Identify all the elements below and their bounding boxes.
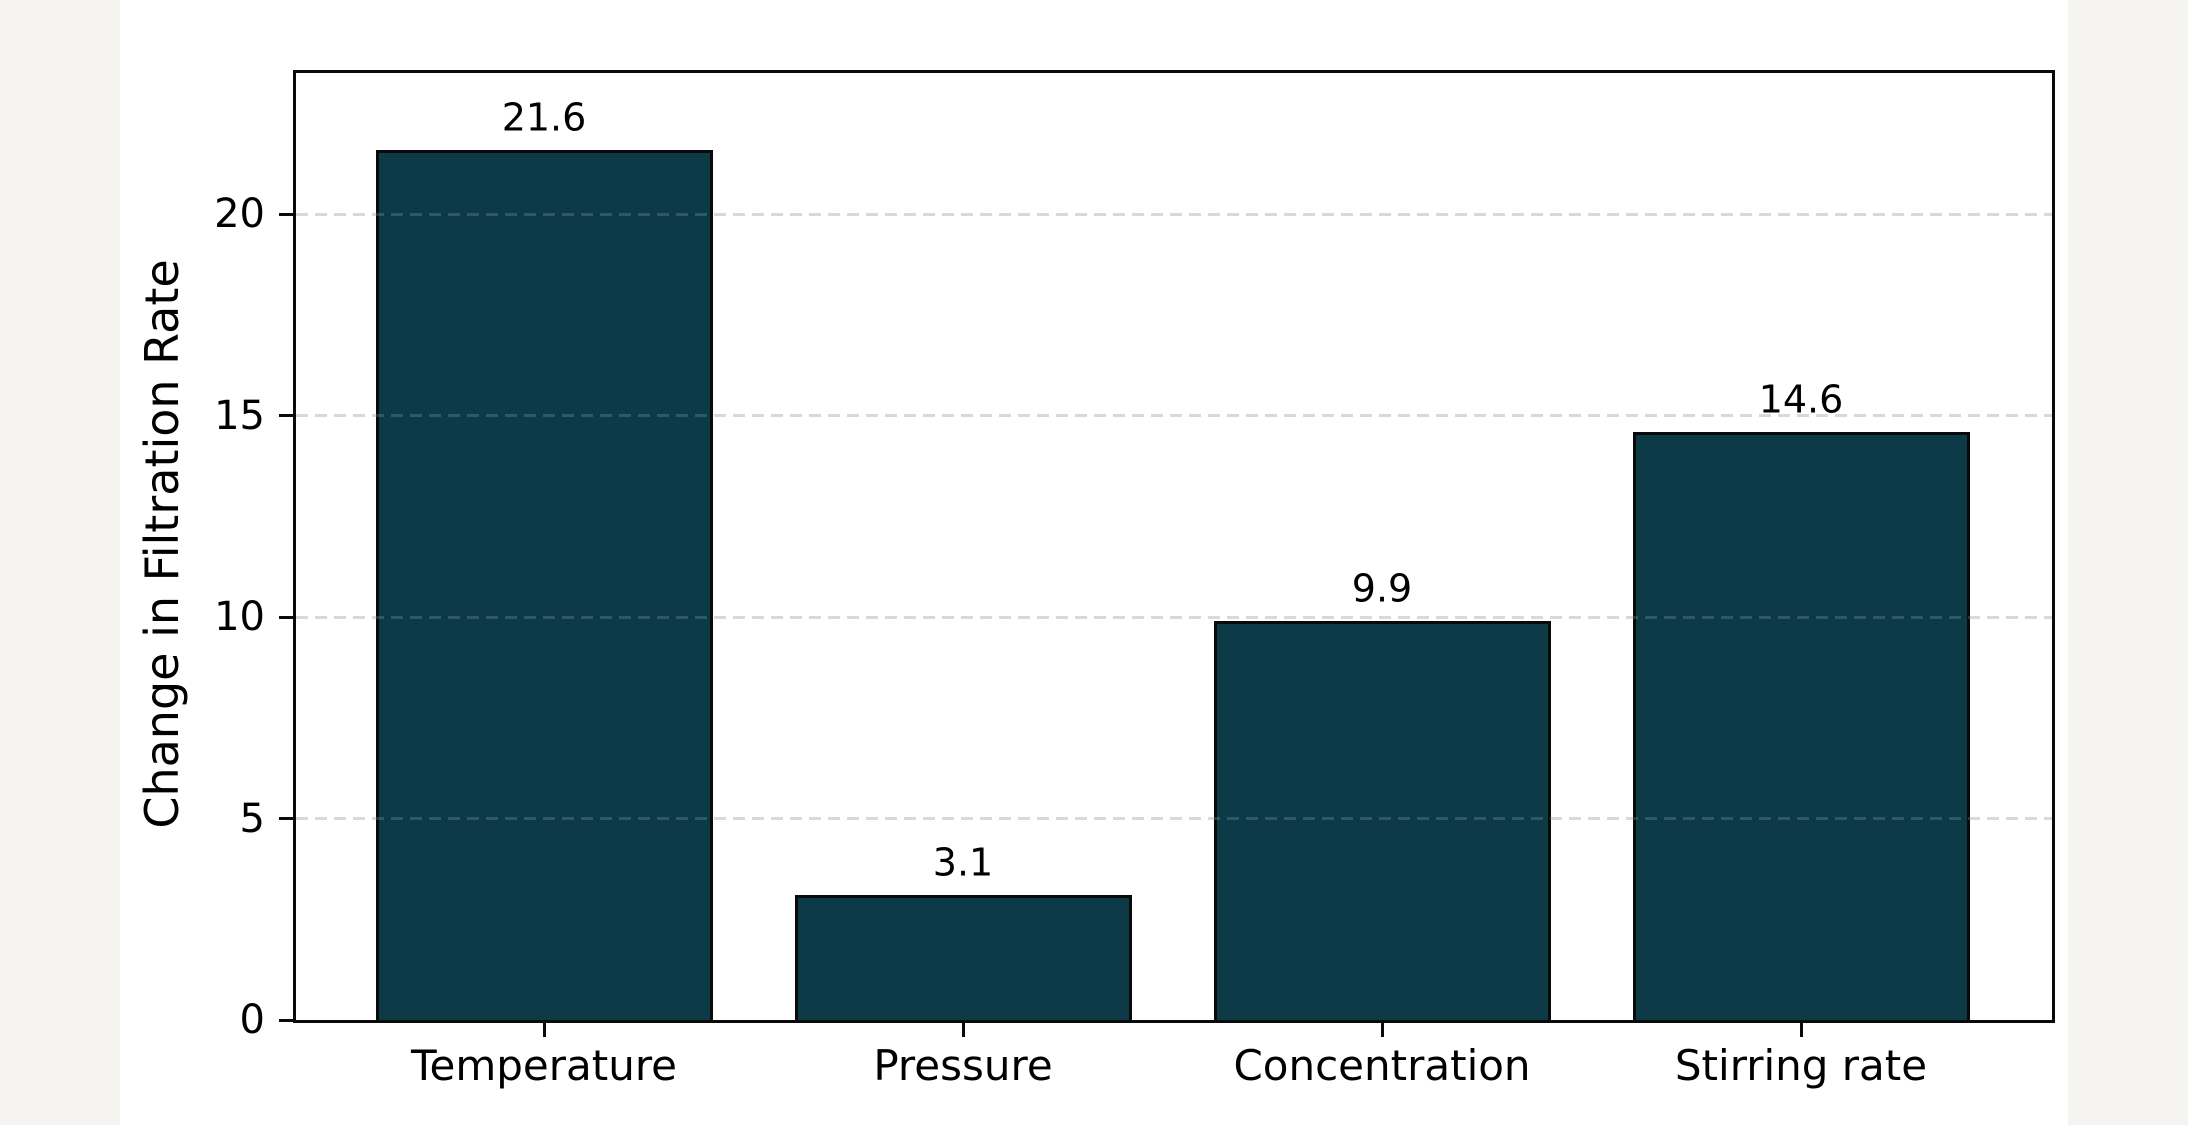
bar-concentration xyxy=(1213,621,1551,1020)
gridline-y20 xyxy=(296,212,2052,216)
bar-value-label: 9.9 xyxy=(1351,566,1413,611)
y-axis-label: Change in Filtration Rate xyxy=(135,258,189,829)
bar-stirring-rate xyxy=(1632,431,1970,1020)
gridline-y15 xyxy=(296,414,2052,418)
ytick-label-10: 10 xyxy=(214,594,265,641)
gridline-y10 xyxy=(296,615,2052,619)
bar-value-label: 3.1 xyxy=(932,840,994,885)
chart-figure: Change in Filtration Rate 21.6 3.1 9.9 14.6… xyxy=(120,0,2068,1125)
ytick-mark-10 xyxy=(279,615,293,619)
gridline-y15 xyxy=(296,414,2052,418)
bar-temperature xyxy=(375,149,713,1020)
xtick-label-pressure: Pressure xyxy=(873,1041,1053,1090)
gridline-y5 xyxy=(296,817,2052,820)
ytick-label-0: 0 xyxy=(239,997,265,1043)
ytick-mark-20 xyxy=(279,212,293,216)
gridline-y5 xyxy=(296,817,2052,820)
xtick-mark-1 xyxy=(542,1023,546,1037)
xtick-mark-3 xyxy=(1380,1023,1384,1037)
bar-value-label: 14.6 xyxy=(1758,376,1844,421)
xtick-label-concentration: Concentration xyxy=(1233,1041,1531,1090)
gridline-y10 xyxy=(296,615,2052,619)
xtick-mark-2 xyxy=(961,1023,965,1037)
ytick-label-5: 5 xyxy=(239,795,265,842)
gridline-y20 xyxy=(296,212,2052,216)
xtick-label-stirring-rate: Stirring rate xyxy=(1674,1041,1928,1090)
ytick-label-20: 20 xyxy=(214,191,265,238)
ytick-mark-0 xyxy=(279,1018,293,1022)
bar-pressure xyxy=(794,895,1132,1020)
ytick-mark-15 xyxy=(279,414,293,418)
ytick-label-15: 15 xyxy=(214,392,265,439)
bar-value-label: 21.6 xyxy=(501,94,587,139)
plot-area: 21.6 3.1 9.9 14.6 xyxy=(293,70,2055,1023)
xtick-label-temperature: Temperature xyxy=(410,1041,678,1090)
xtick-mark-4 xyxy=(1799,1023,1803,1037)
ytick-mark-5 xyxy=(279,817,293,820)
